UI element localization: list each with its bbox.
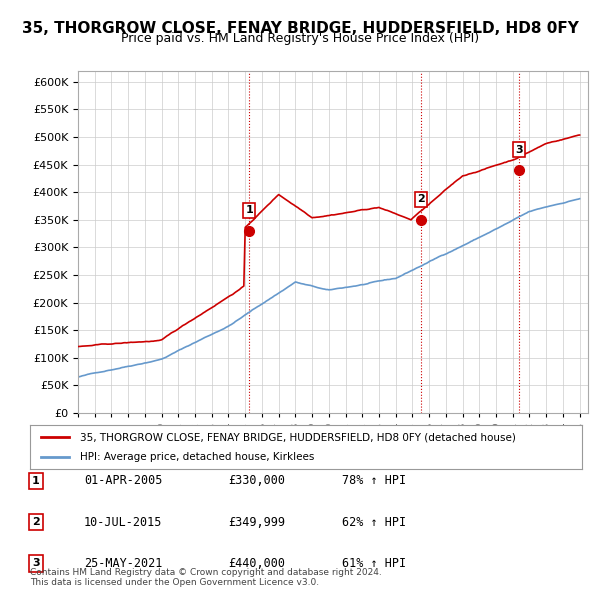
Text: 3: 3 xyxy=(32,559,40,568)
Text: 3: 3 xyxy=(515,145,523,155)
Text: 2: 2 xyxy=(32,517,40,527)
Text: HPI: Average price, detached house, Kirklees: HPI: Average price, detached house, Kirk… xyxy=(80,452,314,461)
Text: £440,000: £440,000 xyxy=(228,557,285,570)
Text: 62% ↑ HPI: 62% ↑ HPI xyxy=(342,516,406,529)
Text: 2: 2 xyxy=(418,194,425,204)
Text: £349,999: £349,999 xyxy=(228,516,285,529)
Text: 35, THORGROW CLOSE, FENAY BRIDGE, HUDDERSFIELD, HD8 0FY: 35, THORGROW CLOSE, FENAY BRIDGE, HUDDER… xyxy=(22,21,578,35)
Text: £330,000: £330,000 xyxy=(228,474,285,487)
Text: 1: 1 xyxy=(245,205,253,215)
Text: 10-JUL-2015: 10-JUL-2015 xyxy=(84,516,163,529)
Text: Contains HM Land Registry data © Crown copyright and database right 2024.
This d: Contains HM Land Registry data © Crown c… xyxy=(30,568,382,587)
Text: 35, THORGROW CLOSE, FENAY BRIDGE, HUDDERSFIELD, HD8 0FY (detached house): 35, THORGROW CLOSE, FENAY BRIDGE, HUDDER… xyxy=(80,432,515,442)
Text: 1: 1 xyxy=(32,476,40,486)
Text: 25-MAY-2021: 25-MAY-2021 xyxy=(84,557,163,570)
Text: 61% ↑ HPI: 61% ↑ HPI xyxy=(342,557,406,570)
Text: 78% ↑ HPI: 78% ↑ HPI xyxy=(342,474,406,487)
Text: Price paid vs. HM Land Registry's House Price Index (HPI): Price paid vs. HM Land Registry's House … xyxy=(121,32,479,45)
Text: 01-APR-2005: 01-APR-2005 xyxy=(84,474,163,487)
